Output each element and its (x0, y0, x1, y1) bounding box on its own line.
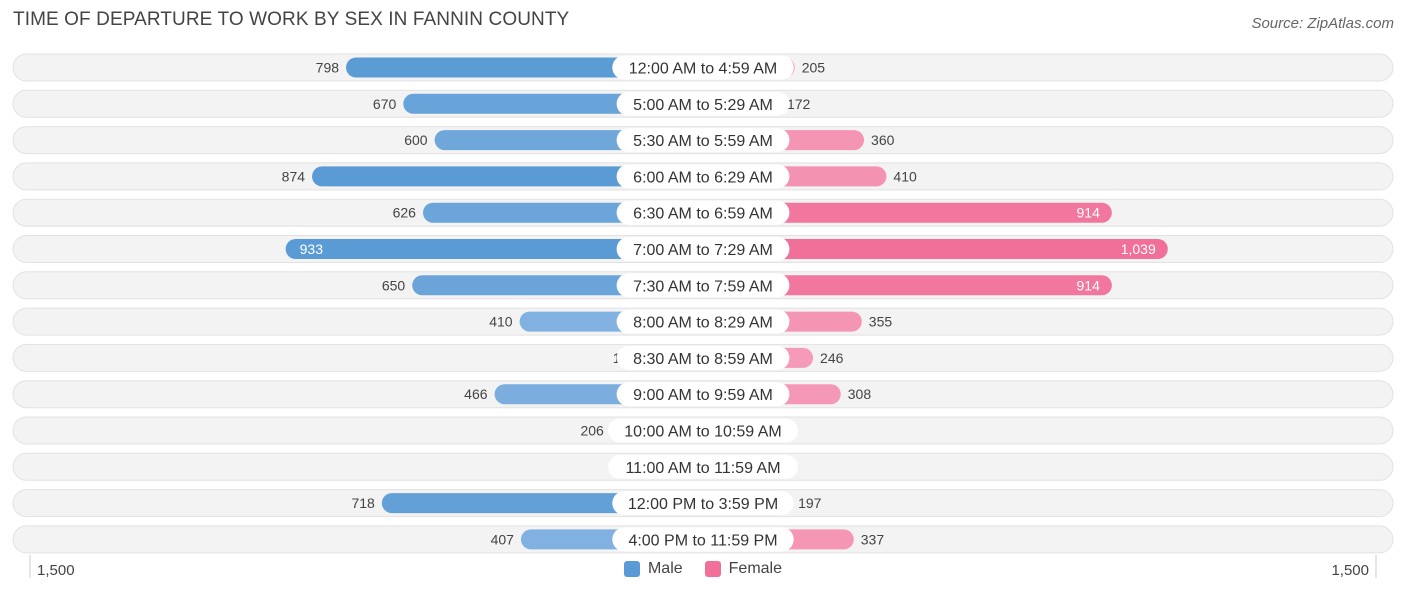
female-bar (703, 275, 1112, 296)
category-label-pill (616, 382, 790, 407)
category-label-pill (612, 55, 794, 80)
category-label-pill (616, 237, 790, 261)
female-value-label: 1,039 (1121, 241, 1156, 257)
legend-swatch-male (623, 561, 640, 577)
female-value-label: 197 (798, 495, 822, 511)
female-value-label: 360 (871, 132, 895, 148)
male-value-label: 718 (351, 495, 375, 511)
female-value-label: 914 (1077, 277, 1101, 293)
category-label-pill (616, 91, 790, 116)
female-value-label: 246 (820, 350, 844, 366)
category-label: 12:00 PM to 3:59 PM (628, 496, 778, 513)
female-value-label: 308 (848, 386, 872, 402)
category-label-pill (616, 273, 790, 298)
category-label: 5:30 AM to 5:59 AM (633, 133, 773, 150)
source-note: Source: ZipAtlas.com (1251, 15, 1394, 32)
category-label: 8:00 AM to 8:29 AM (633, 315, 773, 332)
legend-item-female[interactable]: Female (704, 560, 783, 578)
category-label: 7:30 AM to 7:59 AM (633, 278, 773, 295)
category-label-pill (612, 527, 794, 552)
female-bar (703, 239, 1168, 259)
male-value-label: 407 (491, 531, 515, 547)
male-value-label: 650 (382, 277, 406, 293)
male-bar (285, 239, 703, 259)
male-value-label: 798 (316, 60, 340, 76)
category-label-pill (616, 128, 790, 153)
chart-title: TIME OF DEPARTURE TO WORK BY SEX IN FANN… (13, 9, 570, 30)
male-value-label: 410 (489, 314, 513, 330)
category-label: 6:30 AM to 6:59 AM (633, 206, 773, 223)
category-label-pill (616, 200, 790, 225)
category-label-pill (616, 309, 790, 334)
category-label: 4:00 PM to 11:59 PM (628, 532, 777, 549)
legend-item-male[interactable]: Male (623, 560, 683, 578)
legend-swatch-female (704, 561, 721, 577)
female-value-label: 410 (893, 168, 917, 184)
legend-label-male: Male (647, 560, 683, 577)
category-label-pill (616, 345, 790, 370)
category-label: 7:00 AM to 7:29 AM (633, 242, 773, 259)
category-label-pill (616, 164, 790, 189)
legend: Male Female (0, 560, 1406, 578)
category-label: 5:00 AM to 5:29 AM (633, 97, 773, 114)
category-label: 9:00 AM to 9:59 AM (633, 387, 773, 404)
male-value-label: 626 (393, 205, 417, 221)
axis-left-label: 1,500 (37, 562, 75, 579)
male-value-label: 874 (282, 168, 306, 184)
male-value-label: 670 (373, 96, 397, 112)
axis-right-label: 1,500 (1331, 562, 1369, 579)
male-value-label: 933 (300, 241, 324, 257)
male-value-label: 600 (404, 132, 428, 148)
category-label-pill (608, 454, 798, 479)
female-value-label: 337 (861, 531, 885, 547)
category-label-pill (608, 418, 798, 443)
female-value-label: 355 (869, 314, 893, 330)
female-value-label: 914 (1077, 205, 1101, 221)
male-value-label: 466 (464, 386, 488, 402)
category-label: 6:00 AM to 6:29 AM (633, 169, 773, 186)
category-label-pill (612, 491, 794, 516)
category-label: 11:00 AM to 11:59 AM (625, 460, 780, 477)
female-bar (703, 202, 1112, 223)
female-value-label: 172 (787, 96, 811, 112)
category-label: 10:00 AM to 10:59 AM (624, 424, 781, 441)
male-value-label: 206 (580, 423, 604, 439)
category-label: 8:30 AM to 8:59 AM (633, 351, 773, 368)
female-value-label: 205 (802, 60, 826, 76)
male-bar (312, 166, 703, 187)
legend-label-female: Female (728, 560, 783, 577)
category-label: 12:00 AM to 4:59 AM (629, 61, 778, 78)
